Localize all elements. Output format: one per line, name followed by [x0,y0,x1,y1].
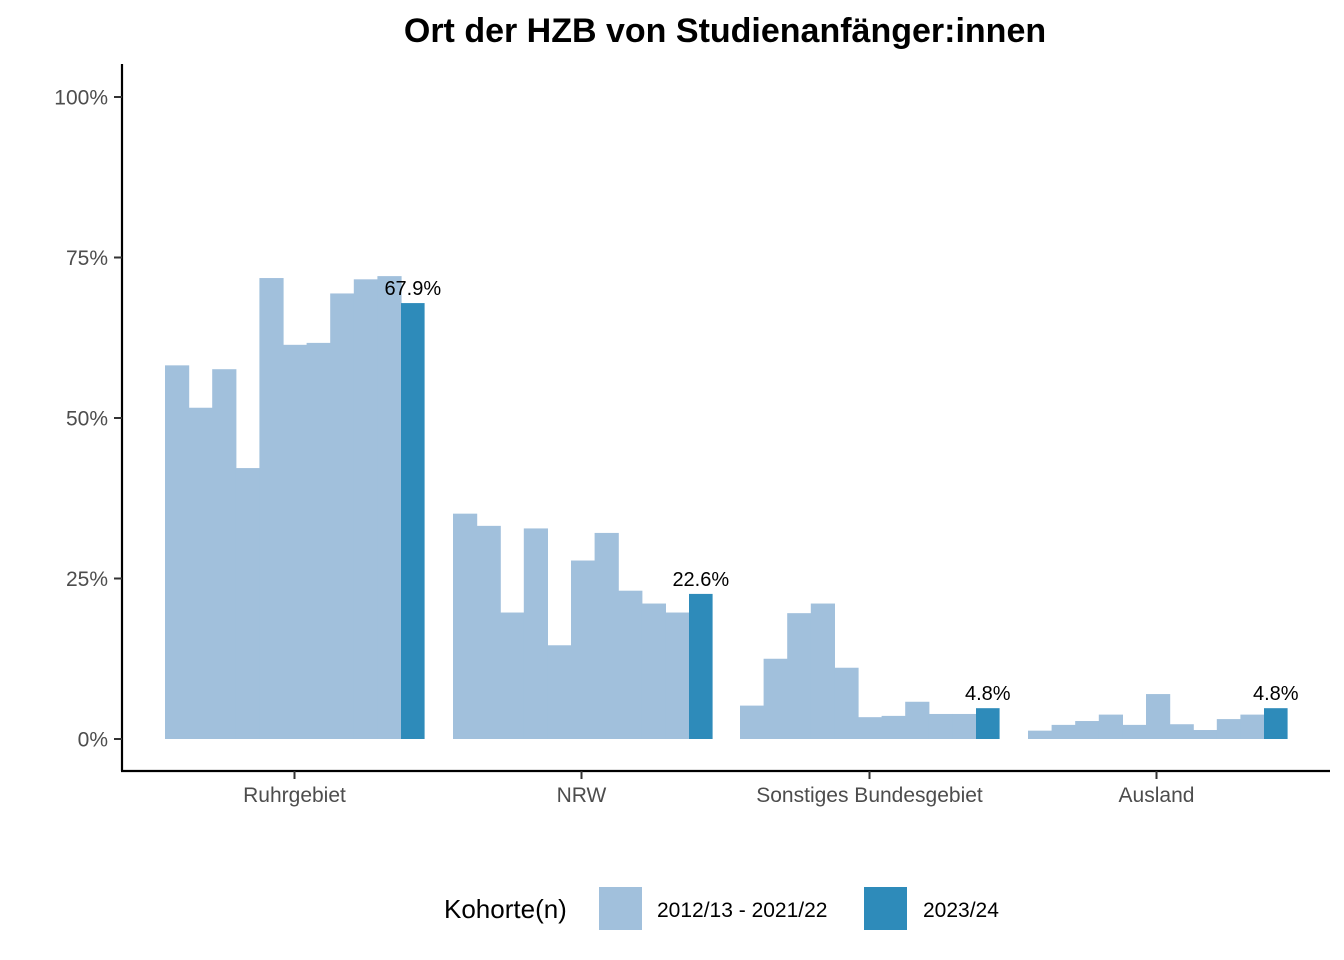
bar-historic [1240,714,1265,739]
y-tick-label: 75% [66,247,108,270]
x-axis: Ruhrgebiet NRW Sonstiges Bundesgebiet Ausla… [243,771,1194,807]
y-tick-label: 0% [78,729,108,752]
legend-swatch-current [864,887,907,930]
y-tick-label: 50% [66,408,108,431]
data-label: 22.6% [672,569,729,591]
y-axis: 0% 25% 50% 75% 100% [54,87,122,752]
bar-historic [1169,724,1194,739]
legend-title: Kohorte(n) [444,894,567,924]
x-tick-label: NRW [557,784,607,807]
bar-historic [500,612,525,739]
bar-historic [165,365,190,739]
bar-historic [952,713,977,739]
bar-historic [1146,694,1171,739]
bar-historic [283,344,308,739]
bar-historic [547,645,572,739]
bar-historic [1075,721,1100,739]
bar-historic [594,532,619,739]
data-label: 4.8% [965,683,1011,705]
legend: Kohorte(n) 2012/13 - 2021/22 2023/24 [444,887,999,930]
legend-label-current: 2023/24 [923,899,999,922]
bar-historic [188,407,213,739]
bar-historic [453,513,478,739]
bar-current [689,593,713,739]
bar-historic [1051,724,1076,739]
y-tick-label: 100% [54,87,108,110]
bar-historic [235,468,260,739]
data-labels-layer: 67.9% 22.6% 4.8% 4.8% [384,278,1298,705]
bar-historic [881,715,906,739]
bar-historic [1028,730,1053,739]
data-label: 67.9% [384,278,441,300]
bar-historic [665,612,690,739]
x-tick-label: Ruhrgebiet [243,784,346,807]
x-tick-label: Sonstiges Bundesgebiet [756,784,983,807]
bar-historic [905,701,930,739]
bar-historic [928,713,953,739]
bar-historic [1098,714,1123,739]
bar-historic [476,525,501,739]
bar-historic [618,590,643,739]
bar-historic [330,293,355,739]
bar-historic [571,560,596,739]
bar-historic [858,717,883,739]
bar-historic [810,603,835,739]
bar-historic [641,603,666,739]
bar-historic [1193,730,1218,739]
bar-historic [212,369,237,739]
y-tick-label: 25% [66,568,108,591]
bar-historic [259,278,284,739]
bar-historic [787,613,812,739]
bar-historic [523,528,548,739]
bar-historic [763,658,788,739]
legend-swatch-historic [599,887,642,930]
bar-historic [1216,719,1241,739]
bar-current [1264,708,1288,739]
bar-historic [740,705,765,739]
bars-layer [165,276,1288,739]
x-tick-label: Ausland [1119,784,1195,807]
data-label: 4.8% [1253,683,1299,705]
bar-historic [377,276,402,739]
chart-title: Ort der HZB von Studienanfänger:innen [404,12,1046,50]
bar-current [401,303,425,739]
bar-historic [353,279,378,739]
bar-historic [306,342,331,739]
bar-current [976,708,1000,739]
bar-historic [1122,724,1147,739]
bar-historic [834,667,859,739]
legend-label-historic: 2012/13 - 2021/22 [657,899,827,922]
